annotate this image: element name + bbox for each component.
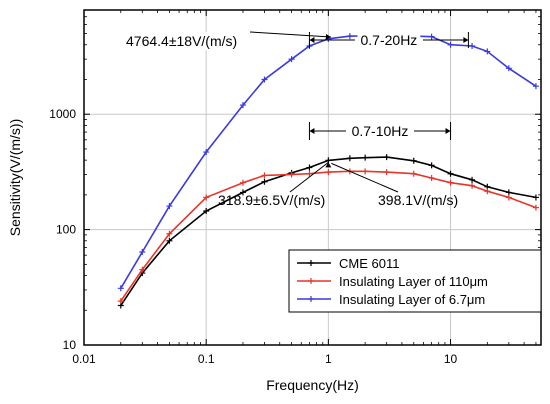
data-point-2: [203, 149, 210, 156]
x-axis-label: Frequency(Hz): [266, 377, 359, 393]
data-point-1: [139, 266, 146, 273]
data-point-1: [306, 170, 313, 177]
legend-marker: [308, 296, 314, 302]
annotations: 4764.4±18V/(m/s) 0.7-20Hz 0.7-10Hz 318.9±6.…: [123, 31, 469, 208]
data-point-1: [239, 179, 246, 186]
data-point-1: [261, 172, 268, 179]
data-point-0: [447, 170, 454, 177]
data-point-1: [117, 298, 124, 305]
annotation-bg: [123, 32, 241, 50]
data-point-1: [288, 171, 295, 178]
annotation-text: 318.9±6.5V/(m/s): [218, 192, 325, 208]
data-point-2: [447, 41, 454, 48]
data-point-2: [117, 285, 124, 292]
y-axis-label: Sensitivity(V/(m/s)): [7, 119, 23, 236]
annotation-arrow: [331, 162, 399, 193]
data-point-2: [166, 203, 173, 210]
data-point-0: [166, 237, 173, 244]
data-point-0: [239, 189, 246, 196]
data-point-1: [447, 179, 454, 186]
annotation-bg: [357, 31, 421, 49]
data-point-0: [428, 162, 435, 169]
data-point-1: [505, 194, 512, 201]
arrow-head: [325, 162, 332, 168]
data-point-1: [532, 204, 539, 211]
data-point-2: [469, 43, 476, 50]
legend-label: Insulating Layer of 6.7μm: [339, 292, 485, 307]
annotation-text: 0.7-10Hz: [352, 123, 409, 139]
data-point-0: [505, 189, 512, 196]
data-point-2: [505, 65, 512, 72]
data-point-0: [469, 176, 476, 183]
data-point-0: [362, 154, 369, 161]
legend: CME 6011 Insulating Layer of 110μm Insulat…: [288, 249, 542, 313]
data-point-2: [288, 56, 295, 63]
x-tick-label: 1: [325, 352, 332, 366]
x-tick-label: 0.1: [198, 352, 215, 366]
legend-marker: [308, 260, 314, 266]
data-point-0: [203, 207, 210, 214]
data-point-2: [261, 76, 268, 83]
data-point-0: [410, 157, 417, 164]
arrow-head: [463, 37, 469, 43]
data-point-0: [261, 178, 268, 185]
data-point-1: [428, 175, 435, 182]
arrow-head: [325, 34, 331, 41]
data-point-2: [532, 83, 539, 90]
data-point-0: [532, 194, 539, 201]
data-point-1: [469, 182, 476, 189]
data-point-2: [484, 48, 491, 55]
data-point-1: [383, 169, 390, 176]
annotation-text: 4764.4±18V/(m/s): [126, 33, 237, 49]
arrow-head: [309, 37, 315, 43]
data-point-2: [139, 248, 146, 255]
y-tick-label: 10: [63, 338, 77, 352]
data-point-1: [484, 188, 491, 195]
arrow-head: [445, 128, 451, 134]
data-point-0: [306, 164, 313, 171]
data-point-2: [239, 102, 246, 109]
legend-marker: [308, 278, 314, 284]
x-tick-label: 10: [444, 352, 458, 366]
axis-ticks: 0.01 0.1 1 10 10 100 1000: [49, 9, 541, 366]
annotation-arrow: [249, 31, 331, 38]
legend-label: CME 6011: [339, 256, 399, 271]
y-tick-label: 100: [56, 223, 76, 237]
arrow-head: [309, 128, 315, 134]
annotation-text: 0.7-20Hz: [361, 32, 418, 48]
data-point-1: [325, 169, 332, 176]
data-point-1: [203, 194, 210, 201]
legend-label: Insulating Layer of 110μm: [339, 274, 488, 289]
plot-area: [83, 9, 542, 346]
annotation-arrow: [289, 161, 329, 193]
data-point-0: [383, 154, 390, 161]
annotation-text: 398.1V/(m/s): [378, 192, 458, 208]
data-point-2: [346, 33, 353, 40]
data-point-1: [410, 170, 417, 177]
annotation-bg: [348, 122, 412, 140]
y-tick-label: 1000: [49, 107, 76, 121]
x-tick-label: 0.01: [72, 352, 96, 366]
data-point-0: [346, 155, 353, 162]
data-point-1: [362, 168, 369, 175]
data-point-1: [166, 230, 173, 237]
data-point-2: [428, 33, 435, 40]
